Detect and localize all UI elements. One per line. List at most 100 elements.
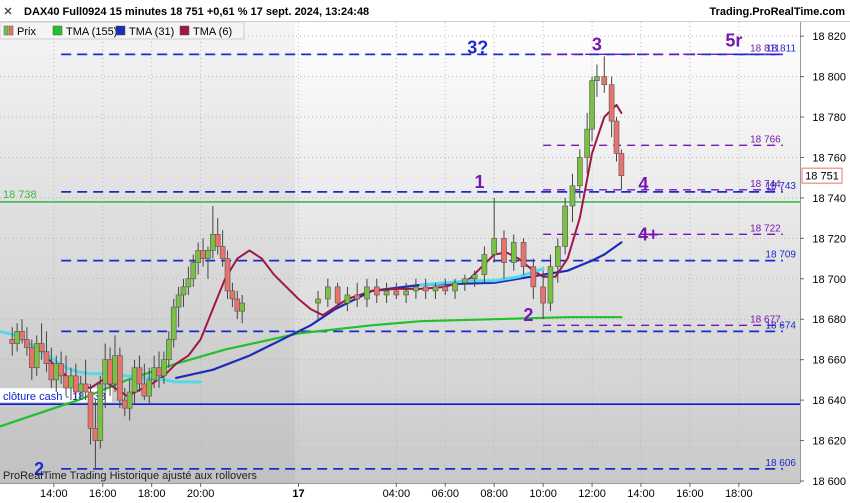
dashed-level-label: 18 744 (750, 179, 781, 190)
plot-background (0, 22, 800, 483)
candle-body (562, 205, 568, 247)
y-tick-label: 18 660 (812, 355, 846, 367)
legend-label: TMA (155) (66, 26, 117, 38)
candle-body (403, 290, 409, 296)
candle-body (33, 343, 40, 369)
candle-body (141, 383, 148, 397)
candle-body (136, 367, 143, 385)
candle-body (239, 302, 246, 312)
dashed-level-label: 18 709 (765, 250, 796, 261)
candle-body (540, 286, 546, 304)
time-axis[interactable]: 14:00 16:00 18:00 20:00 17 04:00 06:00 08:00 10:… (40, 483, 753, 500)
footer-note: ProRealTime Trading Historique ajusté au… (3, 470, 257, 482)
candle-body (29, 347, 35, 369)
x-tick-label: 04:00 (383, 488, 411, 500)
wave-label: 1 (475, 172, 485, 192)
brand-label: Trading.ProRealTime.com (709, 6, 845, 18)
candle-body (210, 234, 216, 251)
dashed-level-label: 18 677 (750, 314, 781, 325)
x-tick-label: 18:00 (725, 488, 753, 500)
candle-body (48, 363, 55, 381)
y-tick-label: 18 700 (812, 274, 846, 286)
candle-body (73, 375, 79, 393)
candle-body (38, 343, 45, 352)
candle-body (205, 250, 211, 259)
candle-body (520, 242, 527, 267)
candle-body (151, 367, 157, 381)
candle-body (413, 286, 419, 292)
candle-body (43, 351, 50, 365)
candle-body (224, 258, 231, 292)
legend-label: Prix (17, 26, 36, 38)
x-tick-label: 16:00 (676, 488, 704, 500)
candle-body (170, 306, 177, 340)
candle-body (200, 250, 206, 259)
candle-body (92, 428, 99, 441)
candle-body (569, 185, 576, 207)
candle-body (175, 294, 182, 308)
candle-body (117, 355, 123, 401)
candle-body (195, 250, 201, 263)
candle-body (530, 266, 537, 288)
candle-body (618, 153, 625, 176)
candle-body (121, 399, 128, 409)
x-tick-label: 10:00 (529, 488, 557, 500)
candle-body (393, 290, 400, 296)
candle-body (432, 286, 439, 292)
close-icon[interactable] (4, 7, 12, 15)
y-tick-label: 18 640 (812, 395, 846, 407)
x-tick-label: 18:00 (138, 488, 166, 500)
candlesticks (9, 56, 625, 469)
y-tick-label: 18 780 (812, 112, 846, 124)
legend-label: TMA (6) (193, 26, 232, 38)
candle-body (166, 339, 172, 360)
candle-body (613, 120, 620, 154)
candle-body (68, 375, 74, 389)
candle-body (452, 282, 458, 292)
series-line-tma155 (0, 316, 623, 428)
candle-body (112, 355, 118, 385)
dashed-level-label: 18 606 (765, 458, 796, 469)
candle-body (584, 128, 590, 158)
legend: Prix TMA (155) TMA (31) TMA (6) (0, 21, 245, 40)
candle-body (185, 278, 192, 288)
legend-label: TMA (31) (129, 26, 174, 38)
candle-body (601, 76, 608, 85)
x-tick-label: 14:00 (627, 488, 655, 500)
dashed-level-label: 18 722 (750, 223, 781, 234)
candle-body (14, 331, 20, 344)
candle-body (53, 363, 60, 381)
candle-body (344, 294, 351, 304)
level-annotation: 3? (467, 37, 488, 57)
candle-body (229, 290, 236, 300)
price-axis[interactable]: 18 820 18 800 18 780 18 760 18 740 18 720 18 7… (800, 31, 846, 488)
last-price-tag: 18 751 (801, 167, 843, 184)
candle-body (9, 339, 16, 344)
x-tick-label: 06:00 (431, 488, 459, 500)
y-tick-label: 18 680 (812, 314, 846, 326)
legend-item: Prix (3, 25, 36, 38)
candle-body (77, 383, 84, 393)
candle-body (481, 254, 488, 276)
wave-label: 2 (523, 305, 533, 325)
dashed-level-label: 18 811 (766, 43, 796, 54)
legend-swatch-up (3, 25, 9, 36)
candle-body (554, 246, 561, 267)
candle-body (102, 359, 108, 385)
x-tick-label: 08:00 (480, 488, 508, 500)
candle-body (214, 234, 221, 247)
header-bar (0, 0, 850, 22)
candle-body (180, 286, 187, 296)
series-line-cyan (419, 267, 545, 287)
wave-label: 2 (34, 459, 44, 479)
x-tick-label: 17 (292, 488, 304, 500)
dashed-level-label: 18 811 (750, 43, 780, 54)
last-price-value: 18 751 (805, 171, 839, 183)
legend-item: TMA (31) (115, 25, 174, 38)
candle-body (190, 262, 197, 280)
y-tick-label: 18 820 (812, 31, 846, 43)
candle-body (156, 367, 162, 377)
